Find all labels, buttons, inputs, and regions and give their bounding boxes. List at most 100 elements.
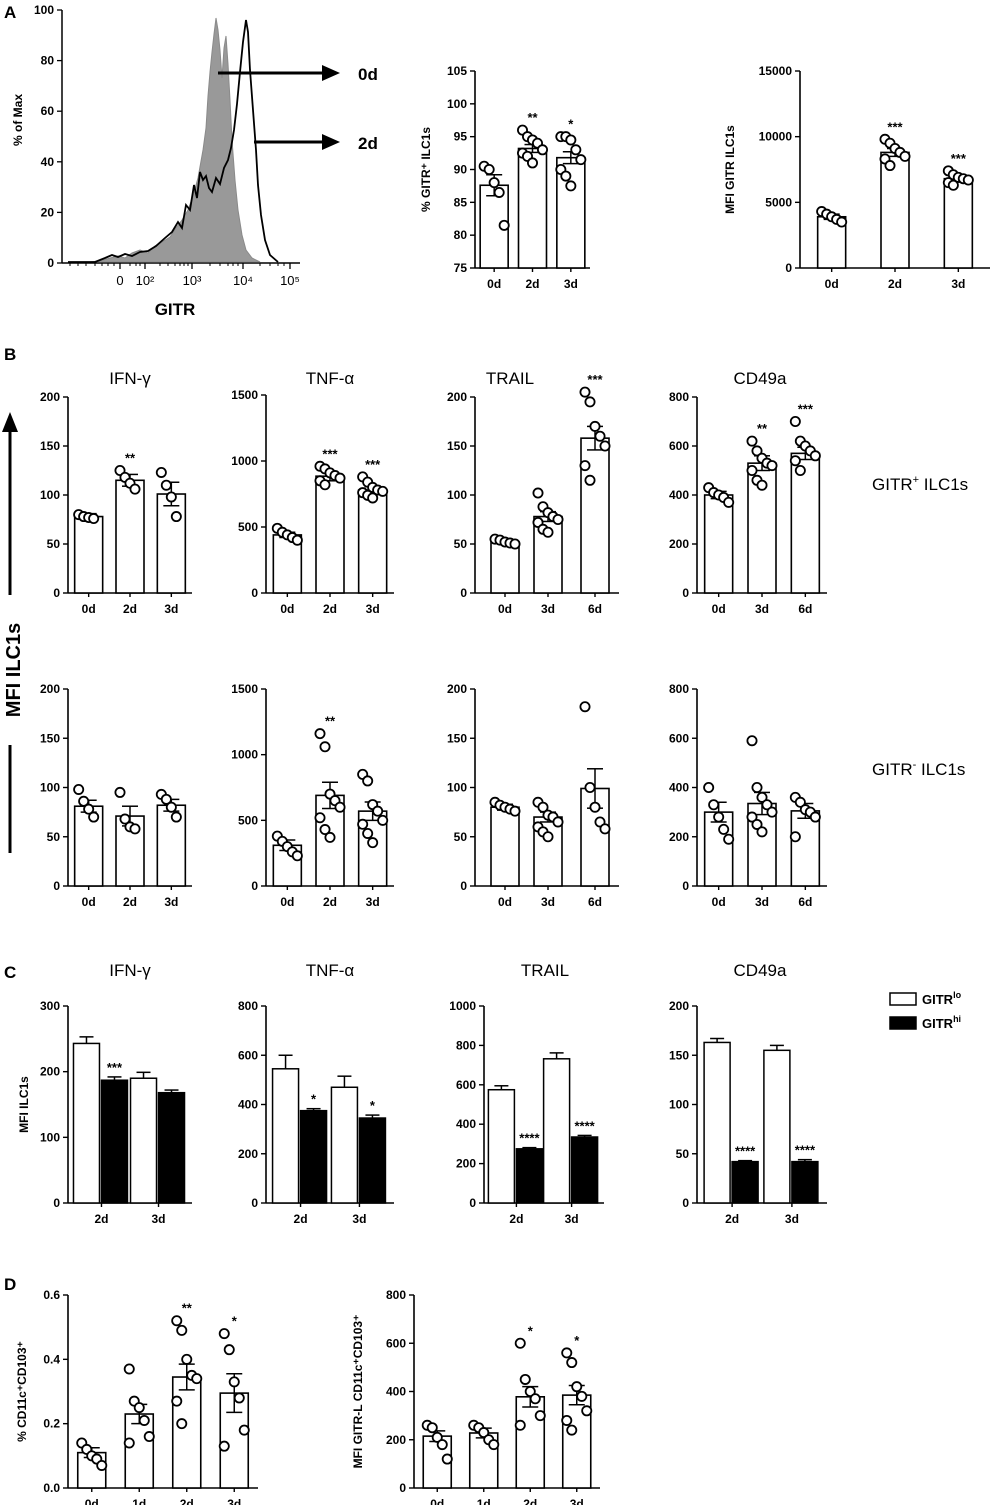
y-tick-label: 150 (669, 1048, 689, 1062)
bar-gitrhi (358, 1117, 387, 1204)
data-point (584, 474, 596, 486)
data-point (372, 805, 384, 817)
data-point (314, 728, 326, 740)
data-point (319, 741, 331, 753)
y-tick-label: 400 (386, 1385, 406, 1399)
y-tick-label: 1000 (231, 748, 258, 762)
bar-gitrhi (731, 1160, 759, 1204)
mfi-ilc1s-side-label: MFI ILC1s (2, 412, 25, 853)
y-tick-label: 50 (454, 830, 468, 844)
data-point (233, 1392, 245, 1404)
chart-title: TNF-α (306, 961, 355, 980)
data-point (708, 799, 720, 811)
data-point (170, 511, 182, 523)
x-tick-label: 0d (712, 602, 726, 616)
data-point (519, 1373, 531, 1385)
x-tick-label: 3d (564, 277, 578, 291)
gitr-negative-label-sup: - (913, 759, 917, 771)
hist-y-tick-label: 40 (41, 155, 55, 169)
bar-gitrlo (487, 1088, 516, 1204)
data-point (756, 791, 768, 803)
y-tick-label: 150 (40, 731, 60, 745)
data-point (552, 816, 564, 828)
x-tick-label: 2d (123, 602, 137, 616)
gitr-positive-label: GITR+ ILC1s (872, 474, 968, 494)
chart-b2: 0 500 1000 1500 TNF-α 0d *** 2d *** 3d (231, 369, 394, 616)
data-point (483, 163, 495, 175)
data-point (561, 1347, 573, 1359)
bar-gitrhi (100, 1079, 129, 1204)
data-point (114, 786, 126, 798)
y-tick-label: 100 (447, 488, 467, 502)
y-tick-label: 100 (40, 488, 60, 502)
data-point (789, 455, 801, 467)
y-tick-label: 400 (456, 1117, 476, 1131)
significance-label: * (232, 1314, 238, 1329)
data-point (584, 782, 596, 794)
y-tick-label: 600 (456, 1078, 476, 1092)
y-tick-label: 500 (238, 813, 258, 827)
data-point (561, 1414, 573, 1426)
data-point (123, 1363, 135, 1375)
data-point (565, 180, 577, 192)
data-point (160, 793, 172, 805)
data-point (238, 1424, 250, 1436)
bar (943, 177, 974, 269)
legend-label-gitr-lo-sup: lo (953, 990, 962, 1000)
y-axis-label: % CD11c⁺CD103⁺ (15, 1341, 29, 1442)
y-tick-label: 50 (47, 537, 61, 551)
y-tick-label: 1500 (231, 388, 258, 402)
data-point (357, 818, 369, 830)
data-point (579, 386, 591, 398)
data-point (377, 485, 389, 497)
y-tick-label: 1500 (231, 682, 258, 696)
y-tick-label: 0 (53, 586, 60, 600)
data-point (594, 430, 606, 442)
x-tick-label: 2d (180, 1497, 194, 1505)
data-point (509, 805, 521, 817)
y-tick-label: 200 (669, 537, 689, 551)
bar-gitrlo (763, 1049, 791, 1204)
x-tick-label: 0d (487, 277, 501, 291)
data-point (589, 420, 601, 432)
gitr-positive-label-b: ILC1s (919, 475, 968, 494)
y-tick-label: 0.6 (43, 1288, 60, 1302)
data-point (552, 514, 564, 526)
data-point (884, 160, 896, 172)
x-tick-label: 3d (366, 602, 380, 616)
gitr-positive-label-a: GITR (872, 475, 913, 494)
y-tick-label: 150 (447, 731, 467, 745)
data-point (96, 1459, 108, 1471)
bar-gitrlo (271, 1068, 300, 1204)
chart-c2: 0 200 400 600 800 TNF-α * 2d * 3d (238, 961, 394, 1226)
panel-label-c: C (4, 963, 16, 982)
y-tick-label: 300 (40, 999, 60, 1013)
y-tick-label: 50 (454, 537, 468, 551)
bar (880, 151, 910, 269)
y-tick-label: 200 (386, 1433, 406, 1447)
data-point (218, 1328, 230, 1340)
y-tick-label: 85 (454, 195, 468, 209)
data-point (579, 460, 591, 472)
data-point (83, 803, 95, 815)
data-point (599, 440, 611, 452)
y-tick-label: 200 (40, 682, 60, 696)
data-point (129, 483, 141, 495)
significance-label: * (568, 117, 574, 132)
chart-title: IFN-γ (109, 369, 151, 388)
significance-label: ** (182, 1301, 193, 1316)
data-point (488, 1439, 500, 1451)
gitr-negative-label: GITR- ILC1s (872, 759, 965, 779)
chart-title: CD49a (734, 961, 787, 980)
x-tick-label: 2d (123, 895, 137, 909)
y-tick-label: 100 (40, 781, 60, 795)
bar (124, 1413, 155, 1489)
bar-gitrlo (703, 1041, 731, 1204)
y-tick-label: 800 (238, 999, 258, 1013)
hist-series-0d-fill (68, 17, 261, 263)
chart-title: CD49a (734, 369, 787, 388)
chart-c1: 0 100 200 300 IFN-γ MFI ILC1s *** 2d 3d (17, 961, 192, 1226)
data-point (789, 415, 801, 427)
data-point (160, 479, 172, 491)
data-point (751, 445, 763, 457)
